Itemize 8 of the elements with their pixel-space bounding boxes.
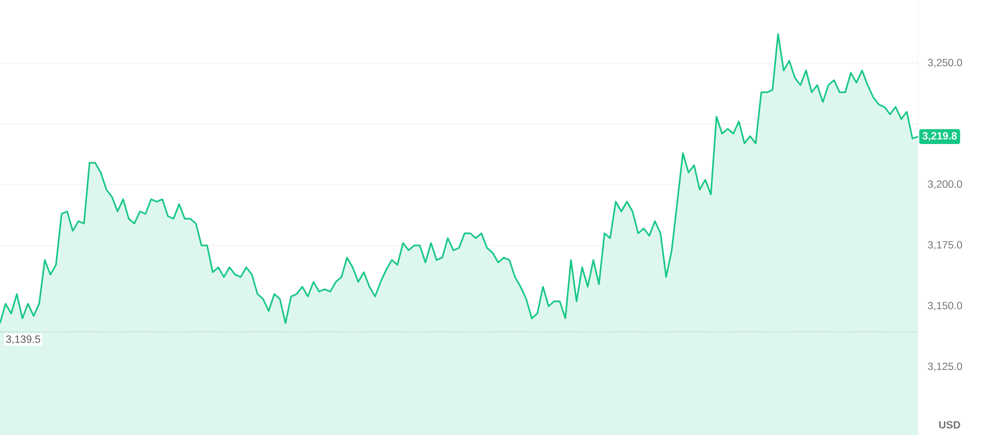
y-tick-label: 3,125.0 xyxy=(928,362,962,372)
y-tick-label: 3,250.0 xyxy=(928,58,962,68)
ref-line-label: 3,139.5 xyxy=(6,335,40,344)
y-tick-label: 3,175.0 xyxy=(928,241,962,250)
y-tick-label: 3,200.0 xyxy=(928,180,962,190)
y-tick-label: 3,150.0 xyxy=(928,302,962,311)
annotation: 3,219.8 xyxy=(922,132,957,142)
y-axis-title: USD xyxy=(939,421,960,428)
